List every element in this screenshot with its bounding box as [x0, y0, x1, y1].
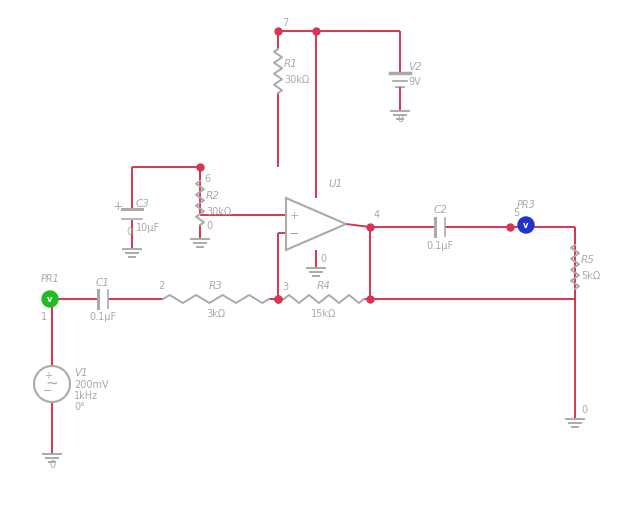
Text: PR3: PR3 — [517, 200, 536, 210]
Text: 4: 4 — [374, 210, 380, 219]
Text: PR1: PR1 — [41, 273, 60, 284]
Text: 0: 0 — [206, 220, 212, 231]
Text: 0.1μF: 0.1μF — [89, 312, 117, 321]
Text: V1: V1 — [74, 367, 87, 377]
Text: 1kHz: 1kHz — [74, 390, 98, 400]
Text: C1: C1 — [96, 277, 110, 288]
Text: R3: R3 — [209, 280, 223, 291]
Text: 15kΩ: 15kΩ — [311, 308, 337, 318]
Text: 0: 0 — [397, 114, 403, 124]
Circle shape — [42, 292, 58, 307]
Text: 5kΩ: 5kΩ — [581, 270, 600, 280]
Text: −: − — [288, 227, 299, 240]
Text: 6: 6 — [204, 174, 210, 184]
Text: 0°: 0° — [74, 401, 85, 411]
Text: 200mV: 200mV — [74, 379, 108, 389]
Text: 7: 7 — [282, 18, 288, 28]
Text: 5: 5 — [513, 208, 519, 217]
Text: R2: R2 — [206, 191, 220, 201]
Text: −: − — [43, 385, 53, 395]
Text: 0: 0 — [49, 459, 55, 469]
Circle shape — [518, 217, 534, 234]
Text: V2: V2 — [408, 62, 422, 72]
Text: 30kΩ: 30kΩ — [284, 75, 309, 85]
Text: R1: R1 — [284, 59, 298, 69]
Text: 3kΩ: 3kΩ — [207, 308, 226, 318]
Text: R5: R5 — [581, 254, 595, 265]
Text: 2: 2 — [158, 280, 164, 291]
Text: 9V: 9V — [408, 77, 421, 87]
Text: 30kΩ: 30kΩ — [206, 207, 231, 216]
Text: +: + — [113, 200, 123, 213]
Text: 0.1μF: 0.1μF — [427, 241, 453, 250]
Text: v: v — [523, 221, 529, 230]
Text: 1: 1 — [41, 312, 47, 321]
Text: v: v — [48, 295, 53, 304]
Text: 0: 0 — [320, 253, 326, 264]
Text: 10μF: 10μF — [136, 222, 160, 233]
Text: 3: 3 — [282, 281, 288, 292]
Text: ~: ~ — [46, 375, 58, 390]
Text: +: + — [289, 211, 299, 220]
Text: +: + — [44, 370, 52, 380]
Text: U1: U1 — [328, 179, 342, 189]
Text: 0: 0 — [581, 404, 587, 414]
Text: R4: R4 — [317, 280, 331, 291]
Text: C3: C3 — [136, 199, 150, 209]
Text: 0: 0 — [126, 227, 132, 237]
Text: C2: C2 — [433, 205, 447, 215]
